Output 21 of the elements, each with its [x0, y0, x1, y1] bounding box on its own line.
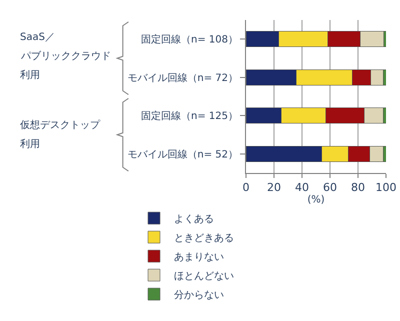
y-tick-label: 固定回線（n= 125） — [141, 110, 238, 122]
x-tick-label: 100 — [376, 181, 396, 194]
legend-label: あまりない — [174, 252, 224, 263]
y-tick-label: モバイル回線（n= 72） — [127, 72, 238, 84]
legend-label: よくある — [174, 214, 214, 225]
legend-label: ときどきある — [174, 233, 234, 244]
text: SaaS／ — [20, 32, 55, 43]
text: 仮想デスクトップ — [20, 119, 101, 131]
legend-label: 分からない — [174, 289, 224, 301]
x-tick-label: 80 — [351, 181, 365, 194]
y-tick-label: モバイル回線（n= 52） — [127, 149, 238, 160]
x-tick-label: 20 — [267, 181, 281, 194]
text: 利用 — [20, 69, 40, 81]
x-tick-label: 40 — [295, 181, 309, 194]
x-tick-label: 0 — [242, 181, 250, 194]
y-tick-label: 固定回線（n= 108） — [141, 34, 238, 46]
x-tick-label: 60 — [323, 181, 337, 194]
text: 利用 — [20, 138, 40, 150]
legend-label: ほとんどない — [174, 271, 234, 282]
text: パブリッククラウド — [20, 50, 111, 62]
x-axis-title: (%) — [307, 194, 325, 206]
